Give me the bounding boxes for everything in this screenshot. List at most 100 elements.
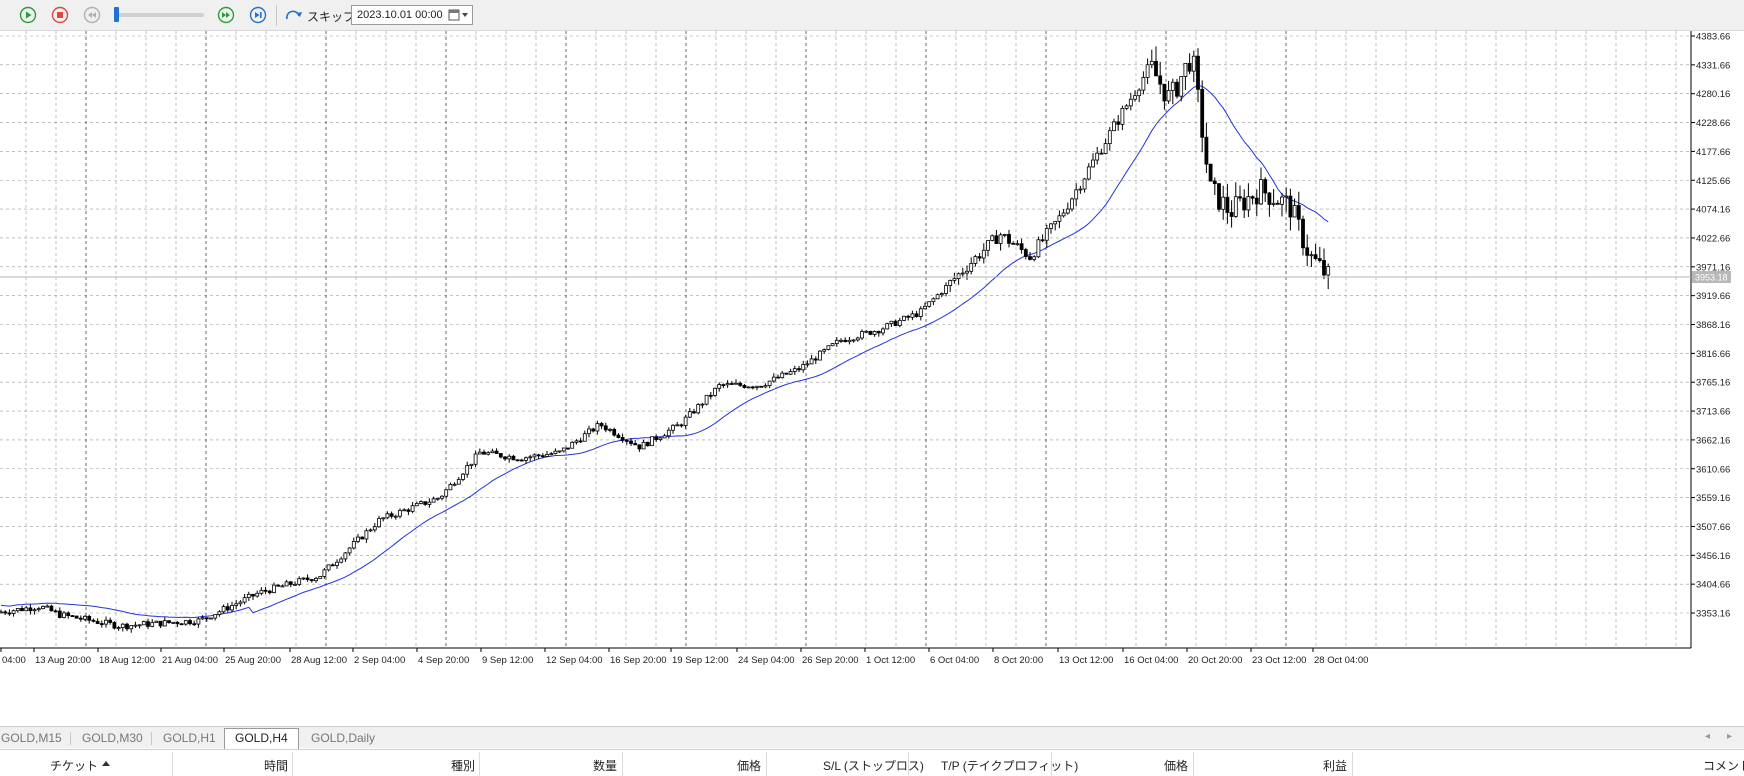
candle-body bbox=[1170, 81, 1175, 91]
candle-body bbox=[616, 434, 621, 438]
column-stop-loss[interactable]: S/L (ストップロス) bbox=[823, 759, 924, 773]
candle-body bbox=[511, 455, 516, 461]
column-close-price[interactable]: 価格 bbox=[1164, 759, 1189, 773]
candle-body bbox=[20, 608, 24, 612]
candle-body bbox=[431, 498, 436, 503]
candle-body bbox=[1179, 76, 1184, 97]
candle-body bbox=[1154, 60, 1158, 77]
candle-body bbox=[960, 272, 965, 275]
y-tick-label: 3662.16 bbox=[1696, 435, 1730, 446]
tabs-scroll-left-icon[interactable]: ◂ bbox=[1705, 731, 1711, 742]
candle-body bbox=[876, 331, 881, 334]
column-separator bbox=[908, 752, 909, 776]
column-profit[interactable]: 利益 bbox=[1323, 759, 1348, 773]
play-icon[interactable] bbox=[19, 6, 37, 24]
column-separator bbox=[766, 752, 767, 776]
y-tick-label: 3404.66 bbox=[1696, 580, 1730, 591]
tabs-scroll-right-icon[interactable]: ▸ bbox=[1727, 731, 1733, 742]
candle-body bbox=[129, 625, 134, 630]
step-forward-icon[interactable] bbox=[249, 6, 267, 24]
candle-body bbox=[1292, 205, 1297, 218]
candle-body bbox=[1296, 205, 1301, 220]
x-tick-label: 19 Sep 12:00 bbox=[672, 655, 729, 666]
x-tick-label: 21 Aug 04:00 bbox=[162, 655, 218, 666]
tab-gold-h1[interactable]: GOLD,H1 bbox=[163, 731, 216, 745]
column-time[interactable]: 時間 bbox=[264, 759, 289, 773]
candle-body bbox=[28, 607, 33, 612]
candle-body bbox=[11, 610, 16, 614]
candle-body bbox=[1191, 55, 1196, 72]
candle-body bbox=[1254, 197, 1259, 205]
candle-body bbox=[637, 444, 642, 450]
candle-body bbox=[717, 384, 722, 389]
candle-body bbox=[112, 622, 117, 629]
candle-body bbox=[1082, 178, 1087, 190]
tab-gold-daily[interactable]: GOLD,Daily bbox=[311, 731, 376, 745]
candle-body bbox=[910, 313, 915, 318]
column-comment[interactable]: コメント bbox=[1703, 759, 1744, 773]
candle-body bbox=[654, 436, 659, 440]
candle-body bbox=[137, 624, 142, 627]
stop-icon[interactable] bbox=[51, 6, 69, 24]
candle-body bbox=[1183, 62, 1188, 77]
sort-asc-icon[interactable] bbox=[102, 757, 110, 771]
column-type[interactable]: 種別 bbox=[451, 759, 476, 773]
column-volume[interactable]: 数量 bbox=[593, 759, 618, 773]
candle-body bbox=[893, 320, 898, 326]
skip-date-value[interactable]: 2023.10.01 00:00 bbox=[357, 9, 443, 21]
candle-body bbox=[1246, 196, 1251, 211]
speed-slider-track[interactable] bbox=[116, 13, 204, 17]
y-tick-label: 4125.66 bbox=[1696, 176, 1730, 187]
candle-body bbox=[813, 358, 818, 361]
candle-body bbox=[146, 621, 150, 627]
candle-body bbox=[666, 429, 671, 437]
candle-body bbox=[393, 515, 398, 518]
candle-body bbox=[1091, 159, 1095, 168]
candle-body bbox=[1023, 249, 1028, 257]
candle-body bbox=[498, 453, 503, 458]
candle-body bbox=[322, 569, 327, 577]
candle-body bbox=[1032, 256, 1037, 260]
candle-body bbox=[1086, 166, 1091, 180]
candle-body bbox=[91, 619, 96, 622]
speed-slider-thumb[interactable] bbox=[114, 7, 119, 22]
candle-body bbox=[515, 459, 520, 462]
calendar-dropdown-icon[interactable] bbox=[448, 9, 470, 25]
skip-icon[interactable] bbox=[284, 7, 304, 26]
candle-body bbox=[692, 411, 696, 414]
skip-button-label[interactable]: スキップ bbox=[307, 10, 356, 24]
tab-gold-m15[interactable]: GOLD,M15 bbox=[1, 731, 62, 745]
candle-body bbox=[683, 416, 688, 426]
symbol-tabs: GOLD,M15 GOLD,M30 GOLD,H1 GOLD,H4 GOLD,D… bbox=[0, 726, 1744, 749]
y-tick-label: 3919.66 bbox=[1696, 291, 1730, 302]
price-chart[interactable]: 3953.18 4383.66 4331.66 4280.16 4228.66 4177… bbox=[0, 31, 1744, 725]
column-price[interactable]: 価格 bbox=[737, 759, 762, 773]
candle-body bbox=[763, 385, 768, 388]
current-price-label-bg bbox=[1692, 271, 1731, 284]
candle-body bbox=[503, 456, 507, 460]
candle-body bbox=[125, 623, 129, 630]
skip-date-picker[interactable]: 2023.10.01 00:00 bbox=[351, 5, 473, 25]
tab-gold-m30[interactable]: GOLD,M30 bbox=[82, 731, 143, 745]
tab-gold-h4[interactable]: GOLD,H4 bbox=[224, 728, 299, 749]
candle-body bbox=[1317, 258, 1322, 261]
fast-forward-icon[interactable] bbox=[217, 6, 235, 24]
candle-body bbox=[914, 313, 919, 317]
candle-body bbox=[1166, 90, 1171, 102]
candle-body bbox=[1061, 212, 1066, 217]
candle-body bbox=[456, 479, 461, 485]
candle-body bbox=[944, 285, 948, 294]
x-tick-label: 23 Oct 12:00 bbox=[1252, 655, 1306, 666]
column-ticket[interactable]: チケット bbox=[50, 759, 99, 773]
candle-body bbox=[986, 240, 990, 251]
candle-body bbox=[360, 536, 365, 540]
candle-body bbox=[297, 578, 302, 585]
x-tick-label: 6 Oct 04:00 bbox=[930, 655, 979, 666]
candle-body bbox=[662, 435, 667, 439]
candle-body bbox=[687, 411, 692, 418]
candle-body bbox=[49, 605, 54, 612]
candle-body bbox=[1288, 195, 1293, 218]
column-take-profit[interactable]: T/P (テイクプロフィット) bbox=[941, 759, 1079, 773]
candle-body bbox=[398, 510, 402, 517]
candle-body bbox=[309, 579, 314, 582]
